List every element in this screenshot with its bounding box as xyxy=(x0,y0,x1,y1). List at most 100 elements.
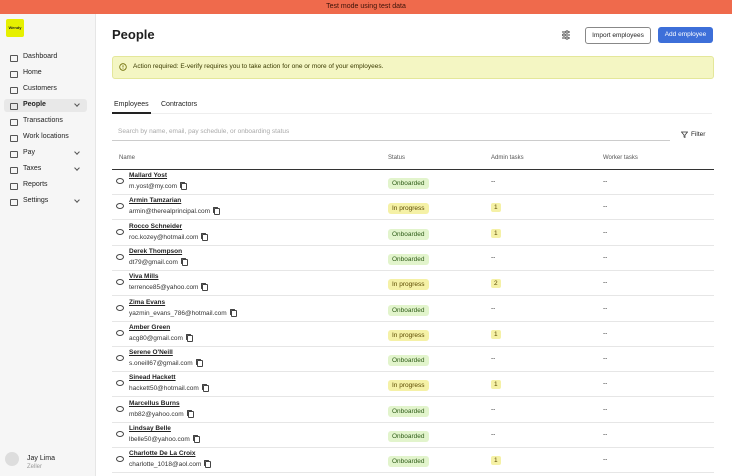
admin-tasks: 1 xyxy=(491,456,501,466)
view-icon[interactable] xyxy=(116,456,124,463)
import-button[interactable]: Import employees xyxy=(585,27,651,44)
test-banner xyxy=(0,0,732,14)
user-company: Zeller xyxy=(27,464,43,470)
copy-icon[interactable] xyxy=(187,334,193,342)
alert-text: Action required: E-verify requires you t… xyxy=(133,63,384,70)
view-icon[interactable] xyxy=(116,431,124,437)
search-input[interactable]: Search by name, email, pay schedule, or … xyxy=(118,128,290,135)
nav-icon xyxy=(10,167,18,174)
nav-item[interactable]: Work locations xyxy=(23,133,69,140)
employee-email: terrence85@yahoo.com xyxy=(129,284,199,292)
alert-icon xyxy=(119,63,127,71)
admin-tasks: -- xyxy=(491,178,496,185)
view-icon[interactable] xyxy=(116,253,124,260)
admin-tasks: 1 xyxy=(491,228,501,238)
status-badge: Onboarded xyxy=(388,355,429,367)
copy-icon[interactable] xyxy=(202,284,208,292)
copy-icon[interactable] xyxy=(202,233,208,241)
view-icon[interactable] xyxy=(116,228,124,235)
copy-icon[interactable] xyxy=(181,183,187,190)
admin-tasks: -- xyxy=(491,405,496,413)
copy-icon[interactable] xyxy=(231,309,237,317)
nav-icon xyxy=(10,119,18,126)
search-underline xyxy=(112,140,670,141)
employee-name[interactable]: Zima Evans xyxy=(129,298,166,306)
sidebar xyxy=(0,14,96,476)
status-badge: Onboarded xyxy=(388,304,429,316)
worker-tasks: -- xyxy=(603,456,608,464)
status-badge: In progress xyxy=(388,203,429,215)
nav-item[interactable]: Transactions xyxy=(23,117,63,124)
admin-tasks: -- xyxy=(491,355,496,363)
worker-tasks: -- xyxy=(603,228,608,236)
add-button[interactable]: Add employee xyxy=(658,27,713,43)
employee-name[interactable]: Serene O'Neill xyxy=(129,349,173,357)
employee-name[interactable]: Derek Thompson xyxy=(129,247,183,255)
worker-tasks: -- xyxy=(603,431,608,438)
copy-icon[interactable] xyxy=(188,410,194,418)
copy-icon[interactable] xyxy=(205,461,211,469)
employee-name[interactable]: Mallard Yost xyxy=(129,172,168,179)
copy-icon[interactable] xyxy=(197,360,203,368)
worker-tasks: -- xyxy=(603,178,608,185)
employee-name[interactable]: Charlotte De La Croix xyxy=(129,450,196,458)
worker-tasks: -- xyxy=(603,405,608,413)
admin-tasks: -- xyxy=(491,304,496,312)
row-divider xyxy=(112,421,714,423)
employee-email: acg80@gmail.com xyxy=(129,334,183,342)
view-icon[interactable] xyxy=(116,304,124,311)
worker-tasks: -- xyxy=(603,203,608,211)
employee-email: roc.kozey@hotmail.com xyxy=(129,233,199,241)
nav-item[interactable]: People xyxy=(23,101,46,108)
column-header: Name xyxy=(119,155,136,161)
employee-name[interactable]: Rocco Schneider xyxy=(129,222,183,230)
employee-name[interactable]: Viva Mills xyxy=(129,273,159,281)
page-title: People xyxy=(112,27,155,42)
banner-text: Test mode using test data xyxy=(326,3,406,10)
view-icon[interactable] xyxy=(116,178,124,184)
nav-item[interactable]: Customers xyxy=(23,85,57,92)
nav-item[interactable]: Pay xyxy=(23,149,36,156)
nav-item[interactable]: Home xyxy=(23,69,42,76)
employee-email: charlotte_1018@aol.com xyxy=(129,461,202,469)
view-icon[interactable] xyxy=(116,405,124,412)
admin-tasks: 2 xyxy=(491,279,501,289)
user-name[interactable]: Jay Lima xyxy=(27,455,56,462)
copy-icon[interactable] xyxy=(203,385,209,393)
copy-icon[interactable] xyxy=(182,258,188,266)
view-icon[interactable] xyxy=(116,380,124,387)
employee-name[interactable]: Lindsay Belle xyxy=(129,425,171,432)
status-badge: In progress xyxy=(388,380,429,392)
employee-email: mb82@yahoo.com xyxy=(129,410,184,418)
logo[interactable]: Wendy xyxy=(6,19,24,37)
settings-icon[interactable] xyxy=(561,30,571,40)
nav-item[interactable]: Reports xyxy=(23,181,48,188)
column-header: Worker tasks xyxy=(603,155,638,161)
view-icon[interactable] xyxy=(116,279,124,286)
filter-button[interactable]: Filter xyxy=(691,131,706,138)
copy-icon[interactable] xyxy=(214,208,220,216)
admin-tasks: -- xyxy=(491,253,496,261)
view-icon[interactable] xyxy=(116,203,124,210)
worker-tasks: -- xyxy=(603,279,608,287)
employee-email: hackett50@hotmail.com xyxy=(129,385,199,393)
copy-icon[interactable] xyxy=(194,436,200,443)
view-icon[interactable] xyxy=(116,329,124,336)
view-icon[interactable] xyxy=(116,355,124,362)
row-divider xyxy=(112,447,714,448)
worker-tasks: -- xyxy=(603,253,608,261)
status-badge: Onboarded xyxy=(388,228,429,240)
tab[interactable]: Contractors xyxy=(161,101,198,108)
employee-name[interactable]: Marcellus Burns xyxy=(129,399,180,407)
column-header: Admin tasks xyxy=(491,155,524,161)
nav-icon xyxy=(10,87,18,94)
employee-name[interactable]: Amber Green xyxy=(129,323,171,331)
nav-item[interactable]: Dashboard xyxy=(23,53,58,60)
employee-email: yazmin_evans_786@hotmail.com xyxy=(129,309,227,317)
employee-name[interactable]: Armin Tamzarian xyxy=(129,197,182,205)
nav-item[interactable]: Taxes xyxy=(23,165,42,172)
status-badge: In progress xyxy=(388,279,429,291)
employee-name[interactable]: Sinead Hackett xyxy=(129,374,176,382)
tab[interactable]: Employees xyxy=(114,101,149,108)
nav-item[interactable]: Settings xyxy=(23,197,49,204)
